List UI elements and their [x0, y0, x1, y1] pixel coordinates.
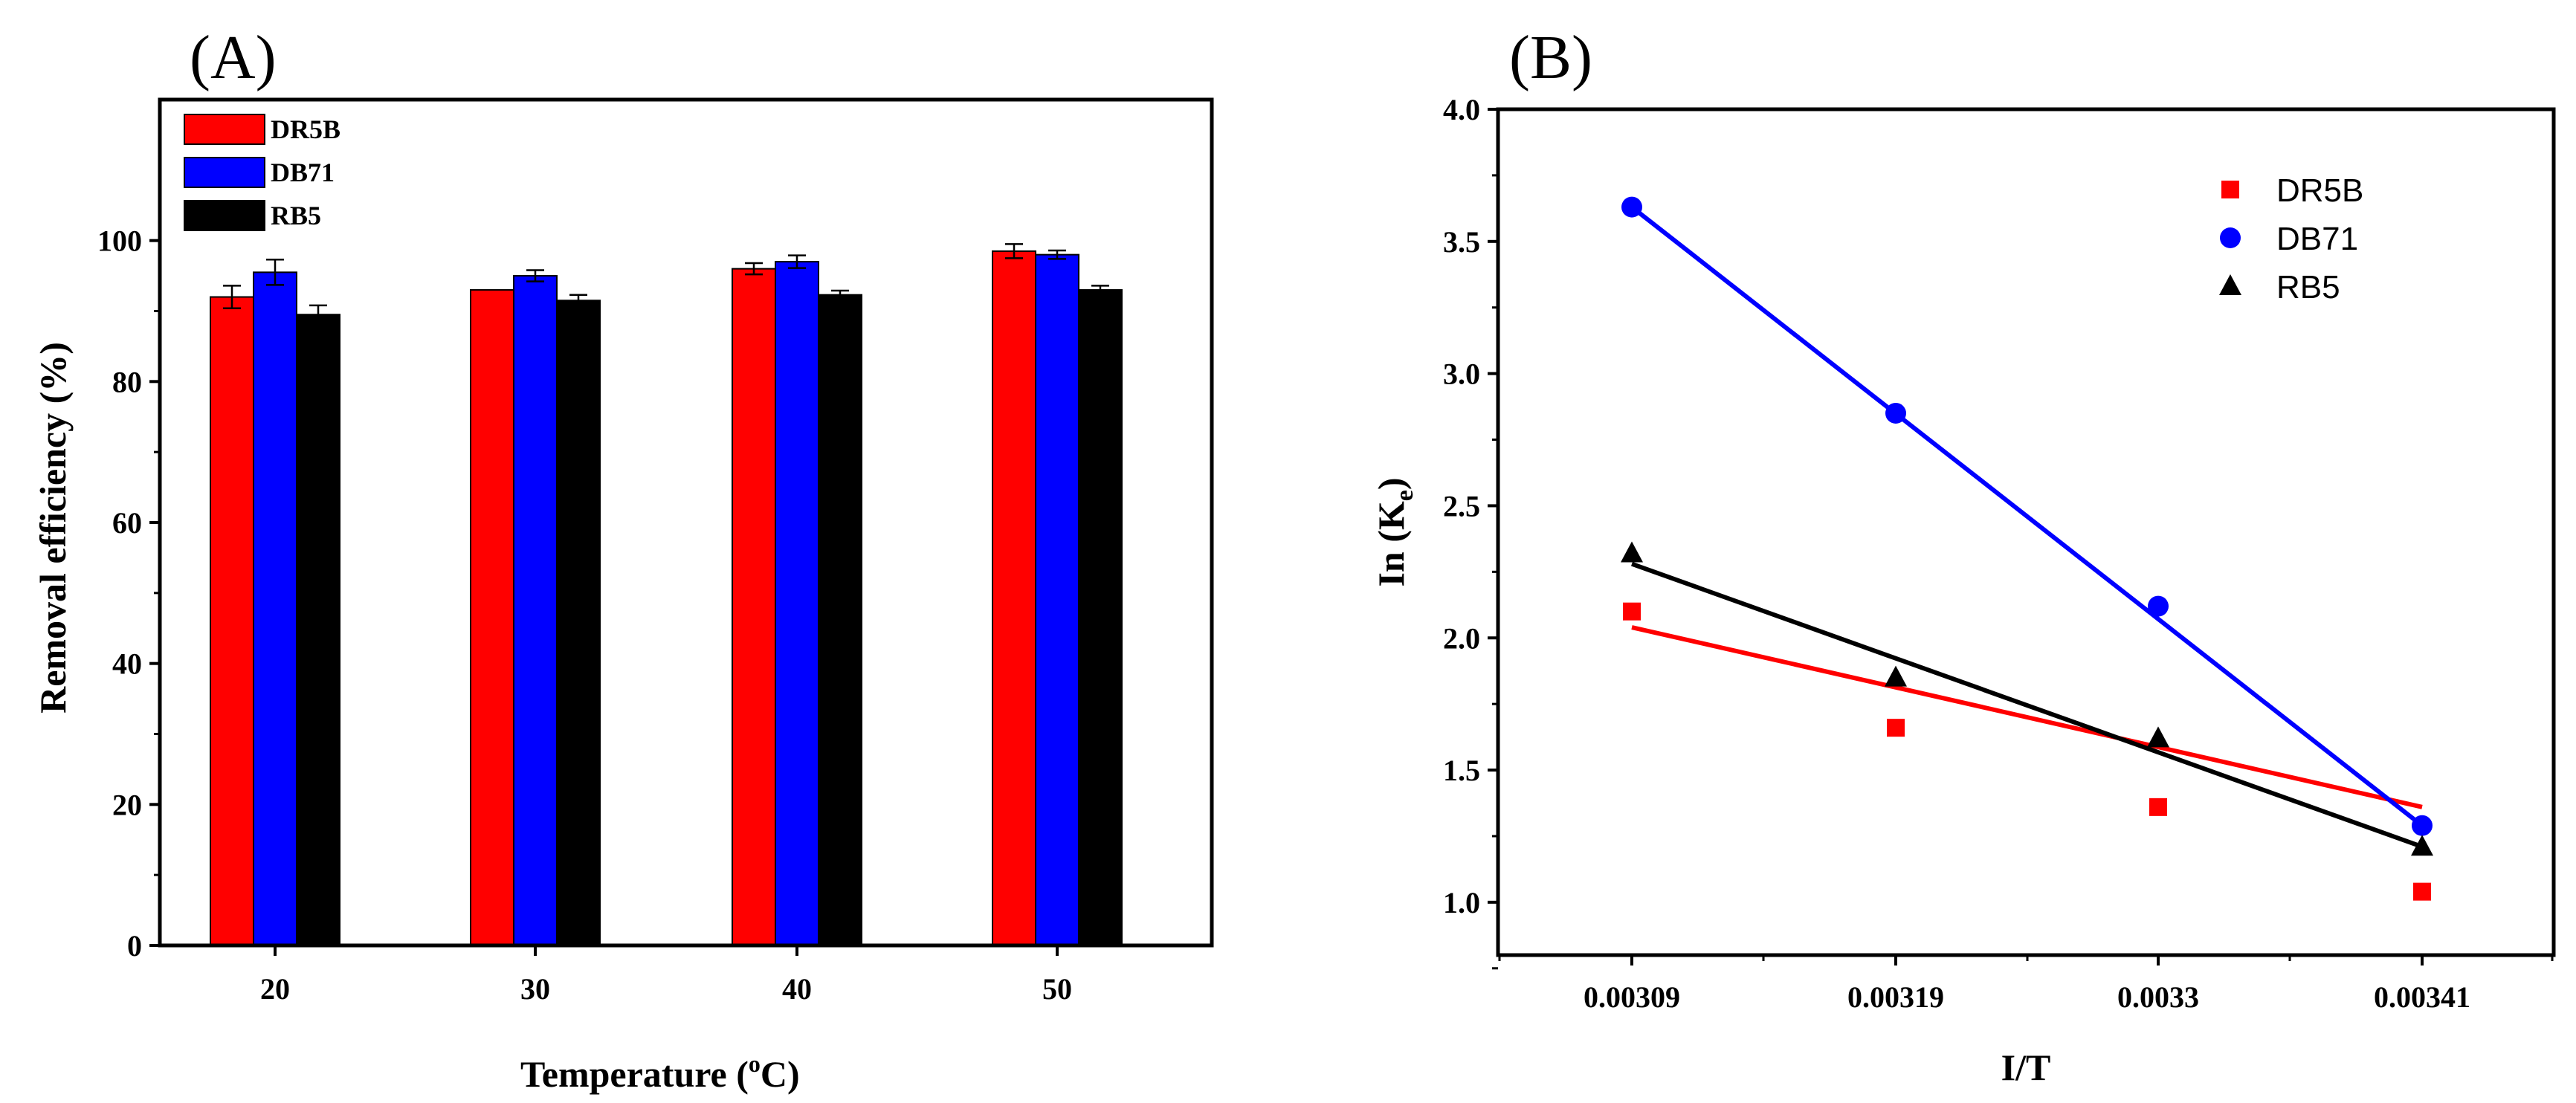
error-bar-rb5-40 — [831, 289, 849, 300]
panel-b-y-axis: 1.0 1.5 2.0 2.5 3.0 3.5 4.0 — [1443, 93, 1498, 970]
y-tick-label: 4.0 — [1443, 93, 1480, 126]
y-tick-label: 3.5 — [1443, 225, 1480, 259]
fit-line-db71 — [1630, 205, 2424, 828]
y-tick-label: 60 — [112, 506, 142, 540]
legend-label-rb5: RB5 — [2276, 269, 2340, 305]
error-bar-db71-40 — [788, 254, 806, 269]
bar-dr5b-20 — [210, 296, 254, 946]
point-dr5b — [2149, 798, 2167, 816]
y-tick-label: 100 — [97, 224, 142, 258]
panel-b-y-axis-title: In (Ke) — [1370, 477, 1418, 586]
panel-b-plot-frame — [1496, 107, 2556, 957]
x-tick-label: 0.00309 — [1584, 980, 1680, 1014]
legend-swatch-rb5 — [184, 200, 265, 231]
y-tick-label: 1.5 — [1443, 754, 1480, 787]
panel-a-y-axis: 0 20 40 60 80 100 — [97, 224, 160, 963]
error-bar-rb5-50 — [1091, 285, 1109, 295]
bar-dr5b-40 — [732, 268, 776, 947]
bar-rb5-20 — [296, 314, 340, 947]
bar-rb5-50 — [1078, 289, 1123, 946]
y-tick-label: 2.0 — [1443, 621, 1480, 655]
error-bar-dr5b-20 — [223, 285, 241, 309]
y-tick-label: 0 — [127, 929, 142, 963]
panel-a-label: (A) — [190, 23, 277, 92]
x-tick-label: 0.0033 — [2117, 980, 2199, 1014]
x-tick-label: 0.00341 — [2374, 980, 2470, 1014]
point-db71 — [1621, 196, 1642, 218]
error-bar-db71-50 — [1048, 249, 1066, 260]
point-dr5b — [1623, 602, 1641, 621]
fit-line-dr5b — [1631, 625, 2423, 809]
x-tick-label: 30 — [520, 972, 550, 1006]
panel-b: (B) 1.0 1.5 2.0 2.5 3.0 3.5 4.0 0.00309 0.00319… — [1370, 23, 2556, 1088]
bar-rb5-30 — [556, 300, 601, 946]
legend-label-rb5: RB5 — [271, 201, 321, 230]
y-tick-label: 2.5 — [1443, 489, 1480, 523]
legend-label-dr5b: DR5B — [2276, 172, 2363, 209]
legend-swatch-dr5b — [184, 114, 265, 145]
bar-db71-30 — [513, 275, 558, 947]
error-bar-dr5b-50 — [1005, 243, 1023, 259]
panel-b-x-axis-title: I/T — [2001, 1047, 2051, 1088]
y-tick-label: 40 — [112, 647, 142, 681]
point-db71 — [2412, 815, 2433, 836]
panel-a-bars — [210, 250, 1123, 947]
bar-dr5b-30 — [470, 289, 514, 946]
panel-a-legend: DR5B DB71 RB5 — [184, 114, 340, 231]
panel-b-legend: DR5B DB71 RB5 — [2219, 172, 2363, 305]
y-tick-label: 20 — [112, 788, 142, 821]
y-tick-label: 1.0 — [1443, 886, 1480, 919]
panel-a-x-axis: 20 30 40 50 — [260, 945, 1072, 1006]
x-tick-label: 20 — [260, 972, 290, 1006]
point-db71 — [2148, 595, 2169, 617]
panel-a-x-axis-title: Temperature (oC) — [520, 1050, 800, 1095]
panel-b-fit-lines — [1630, 205, 2424, 850]
panel-a: (A) 0 20 40 60 80 100 20 30 40 50 DR5B DB71 RB5 Te… — [32, 23, 1214, 1095]
x-tick-label: 50 — [1042, 972, 1072, 1006]
bar-db71-50 — [1035, 253, 1079, 946]
point-dr5b — [1887, 719, 1905, 737]
error-bar-dr5b-40 — [745, 262, 763, 276]
y-tick-label: 3.0 — [1443, 358, 1480, 391]
error-bar-rb5-20 — [309, 304, 327, 325]
y-tick-label: 80 — [112, 365, 142, 398]
bar-dr5b-50 — [992, 250, 1036, 946]
point-rb5 — [2411, 835, 2433, 856]
error-bar-db71-20 — [266, 259, 284, 286]
bar-rb5-40 — [818, 294, 862, 946]
point-rb5 — [1885, 665, 1907, 687]
x-tick-label: 0.00319 — [1847, 980, 1944, 1014]
x-tick-label: 40 — [782, 972, 812, 1006]
legend-marker-rb5 — [2219, 274, 2241, 295]
point-rb5 — [1621, 541, 1643, 563]
legend-label-dr5b: DR5B — [271, 114, 340, 144]
panel-b-label: (B) — [1509, 23, 1592, 92]
legend-marker-db71 — [2220, 227, 2241, 248]
point-rb5 — [2147, 726, 2169, 748]
point-db71 — [1885, 402, 1906, 424]
legend-label-db71: DB71 — [271, 158, 335, 187]
bar-db71-20 — [253, 271, 297, 946]
error-bar-db71-30 — [526, 269, 544, 282]
fit-line-rb5 — [1630, 561, 2424, 850]
panel-a-error-bars — [223, 243, 1109, 325]
panel-b-points — [1621, 196, 2433, 901]
bar-db71-40 — [775, 261, 819, 947]
error-bar-rb5-30 — [569, 294, 587, 308]
panel-b-x-axis: 0.00309 0.00319 0.0033 0.00341 — [1498, 955, 2554, 1014]
legend-label-db71: DB71 — [2276, 221, 2358, 257]
legend-marker-dr5b — [2221, 181, 2239, 198]
panel-a-y-axis-title: Removal efficiency (%) — [32, 342, 74, 714]
legend-swatch-db71 — [184, 157, 265, 188]
point-dr5b — [2413, 882, 2431, 901]
